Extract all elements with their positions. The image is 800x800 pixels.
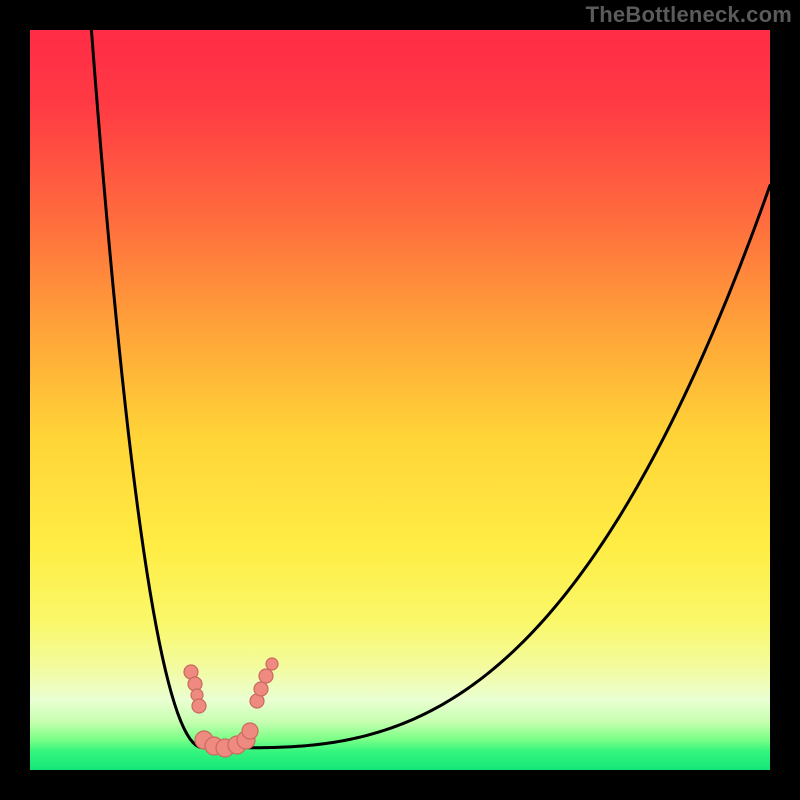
chart-container: TheBottleneck.com bbox=[0, 0, 800, 800]
bottleneck-marker bbox=[259, 669, 273, 683]
bottleneck-marker bbox=[266, 658, 278, 670]
bottleneck-curve-chart bbox=[0, 0, 800, 800]
bottleneck-marker bbox=[254, 682, 268, 696]
gradient-background bbox=[30, 30, 770, 770]
watermark-text: TheBottleneck.com bbox=[586, 2, 792, 28]
bottleneck-marker bbox=[242, 723, 258, 739]
bottleneck-marker bbox=[192, 699, 206, 713]
